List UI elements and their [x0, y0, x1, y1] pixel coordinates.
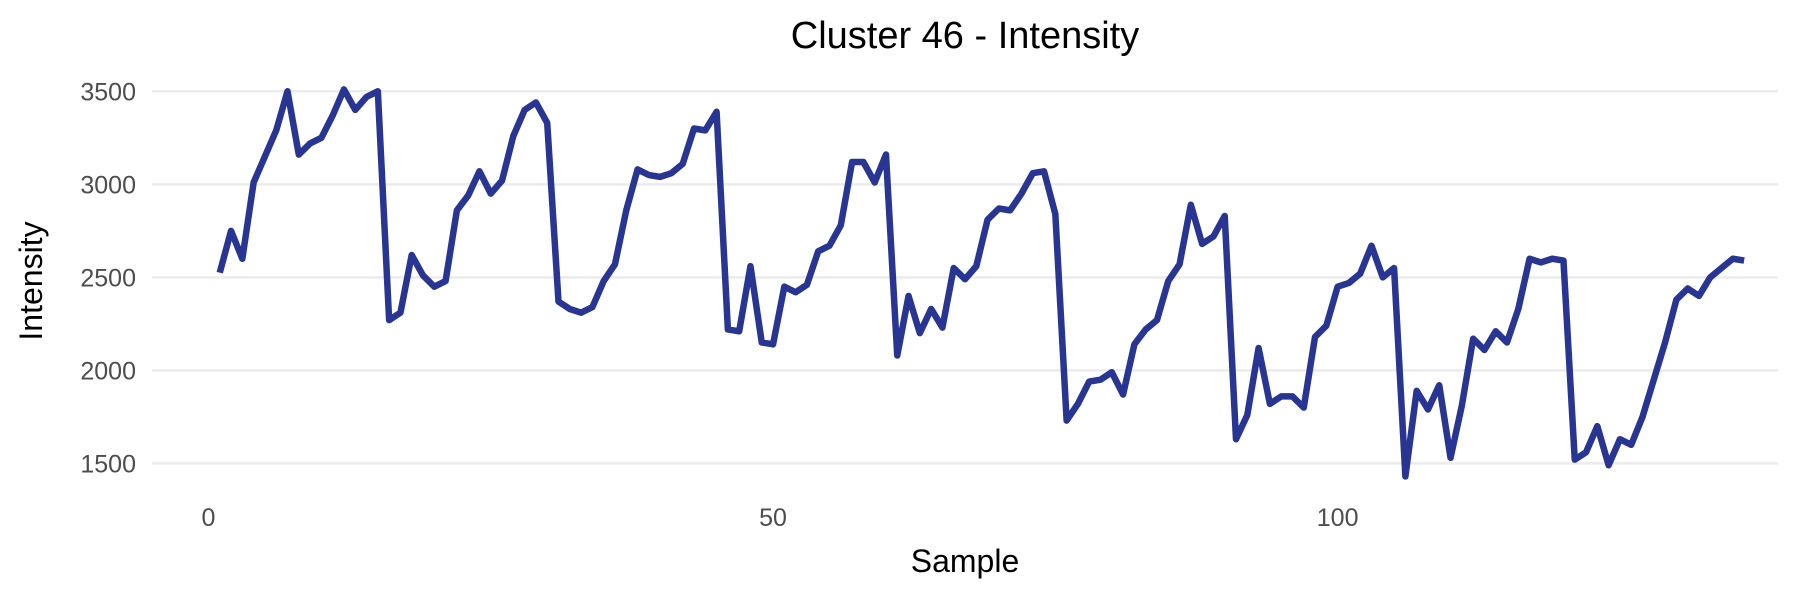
x-axis-label: Sample	[911, 543, 1020, 579]
y-axis-ticks: 1500 2000 2500 3000 3500	[80, 78, 136, 478]
y-axis-label: Intensity	[13, 221, 49, 340]
x-tick-label: 50	[759, 504, 787, 532]
x-tick-label: 100	[1317, 504, 1359, 532]
chart-title: Cluster 46 - Intensity	[791, 15, 1139, 57]
y-tick-label: 3000	[80, 171, 136, 199]
x-axis-ticks: 0 50 100	[202, 504, 1359, 532]
x-tick-label: 0	[202, 504, 216, 532]
series-line	[216, 86, 1745, 480]
y-tick-label: 2000	[80, 357, 136, 385]
y-tick-label: 3500	[80, 78, 136, 106]
y-tick-label: 2500	[80, 264, 136, 292]
y-tick-label: 1500	[80, 450, 136, 478]
